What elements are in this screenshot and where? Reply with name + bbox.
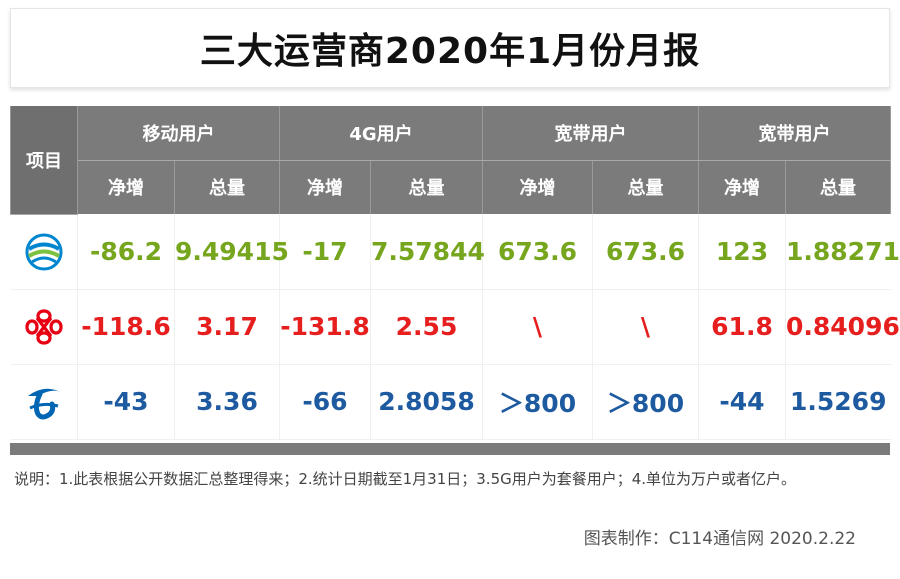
cell-value: 1.5269 xyxy=(785,364,891,440)
header-sub: 净增 xyxy=(77,160,175,214)
cell-value: -17 xyxy=(279,214,371,290)
header-sub: 总量 xyxy=(785,160,891,214)
china-unicom-logo-icon xyxy=(25,308,63,345)
cell-value: \ xyxy=(482,289,593,365)
header-group-broadband-2: 宽带用户 xyxy=(698,106,891,161)
footnote: 说明：1.此表根据公开数据汇总整理得来；2.统计日期截至1月31日；3.5G用户… xyxy=(14,470,797,488)
header-group-4g: 4G用户 xyxy=(279,106,483,161)
header-sub: 净增 xyxy=(482,160,593,214)
operator-cell xyxy=(10,364,78,440)
operator-cell xyxy=(10,289,78,365)
header-group-mobile: 移动用户 xyxy=(77,106,280,161)
page-title: 三大运营商2020年1月份月报 xyxy=(199,31,701,72)
table-row: -43 3.36 -66 2.8058 ＞800 ＞800 -44 1.5269 xyxy=(10,364,891,440)
operator-cell xyxy=(10,214,78,290)
cell-value: 673.6 xyxy=(592,214,699,290)
cell-value: 9.49415 xyxy=(174,214,289,290)
cell-value: ＞800 xyxy=(482,364,593,440)
cell-value: -43 xyxy=(77,364,175,440)
cell-value: \ xyxy=(592,289,699,365)
cell-value: 2.55 xyxy=(370,289,483,365)
table-row: -118.6 3.17 -131.8 2.55 \ \ 61.8 0.84096 xyxy=(10,289,900,365)
cell-value: 7.57844 xyxy=(370,214,485,290)
header-sub: 总量 xyxy=(370,160,483,214)
cell-value: -66 xyxy=(279,364,371,440)
cell-value: 1.88271 xyxy=(785,214,900,290)
cell-value: 2.8058 xyxy=(370,364,483,440)
cell-value: -86.2 xyxy=(77,214,175,290)
cell-value: 3.17 xyxy=(174,289,280,365)
cell-value: -44 xyxy=(698,364,786,440)
header-sub: 净增 xyxy=(279,160,371,214)
report-table: 项目 移动用户 4G用户 宽带用户 宽带用户 净增 总量 净增 总量 净增 总量… xyxy=(10,106,900,440)
header-sub: 总量 xyxy=(592,160,699,214)
cell-value: 123 xyxy=(698,214,786,290)
table-row: -86.2 9.49415 -17 7.57844 673.6 673.6 12… xyxy=(10,214,900,290)
cell-value: ＞800 xyxy=(592,364,699,440)
cell-value: -118.6 xyxy=(77,289,175,365)
cell-value: 0.84096 xyxy=(785,289,900,365)
table-bottom-band xyxy=(10,443,890,455)
cell-value: 61.8 xyxy=(698,289,786,365)
header-item: 项目 xyxy=(10,106,78,215)
header-sub: 净增 xyxy=(698,160,786,214)
header-group-broadband-1: 宽带用户 xyxy=(482,106,699,161)
title-bar: 三大运营商2020年1月份月报 xyxy=(10,8,890,88)
cell-value: 3.36 xyxy=(174,364,280,440)
china-telecom-logo-icon xyxy=(27,388,60,419)
china-mobile-logo-icon xyxy=(25,233,63,270)
cell-value: -131.8 xyxy=(279,289,371,365)
credit-line: 图表制作：C114通信网 2020.2.22 xyxy=(583,529,856,549)
header-sub: 总量 xyxy=(174,160,280,214)
cell-value: 673.6 xyxy=(482,214,593,290)
